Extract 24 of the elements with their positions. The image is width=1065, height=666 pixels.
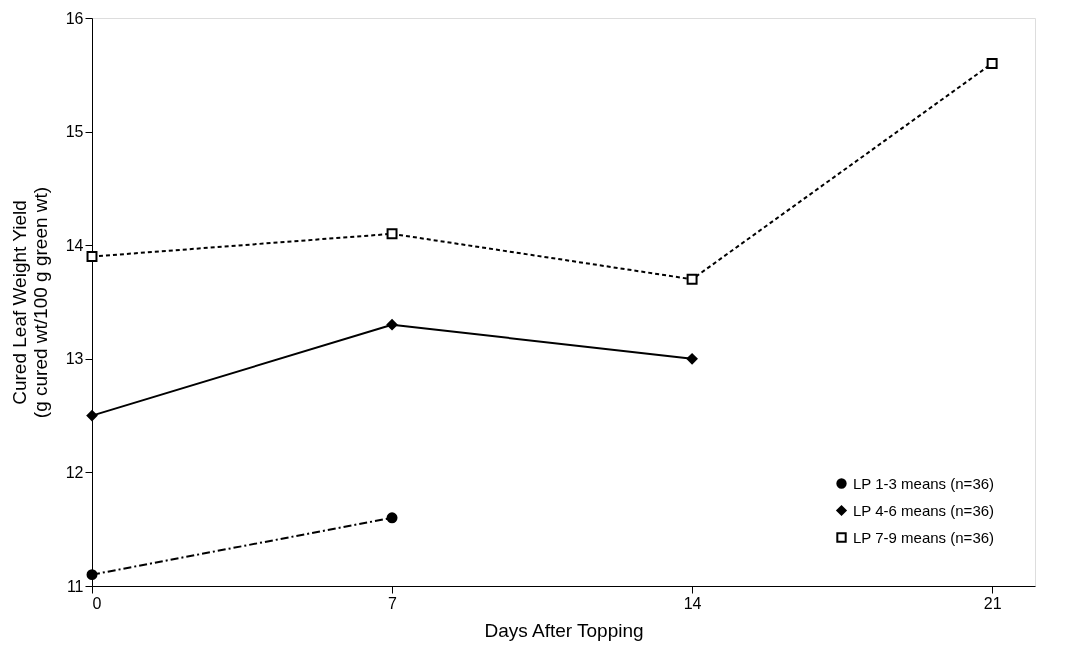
x-axis-title: Days After Topping — [484, 619, 644, 641]
point — [386, 512, 398, 524]
point — [86, 251, 98, 263]
y-tick-label: 11 — [66, 577, 84, 595]
y-tick-label: 14 — [65, 236, 84, 254]
point — [986, 57, 998, 69]
x-tick-label: 21 — [983, 594, 1002, 612]
point — [386, 319, 398, 331]
x-tick-label: 14 — [683, 594, 702, 612]
legend-label: LP 1-3 means (n=36) — [853, 474, 995, 492]
y-tick-label: 12 — [65, 463, 84, 481]
y-tick-label: 13 — [65, 350, 84, 368]
point — [686, 353, 698, 365]
legend-label: LP 7-9 means (n=36) — [853, 528, 995, 546]
y-axis-title: Cured Leaf Weight Yield (g cured wt/100 g green wt) — [8, 186, 51, 419]
point — [86, 569, 98, 581]
point — [386, 228, 398, 240]
x-tick-label: 7 — [388, 594, 398, 612]
x-tick-label: 0 — [92, 594, 102, 612]
legend-label: LP 4-6 means (n=36) — [853, 501, 995, 519]
y-tick-label: 15 — [65, 123, 84, 141]
point — [686, 273, 698, 285]
y-tick-label: 16 — [65, 9, 84, 27]
point — [86, 410, 98, 422]
